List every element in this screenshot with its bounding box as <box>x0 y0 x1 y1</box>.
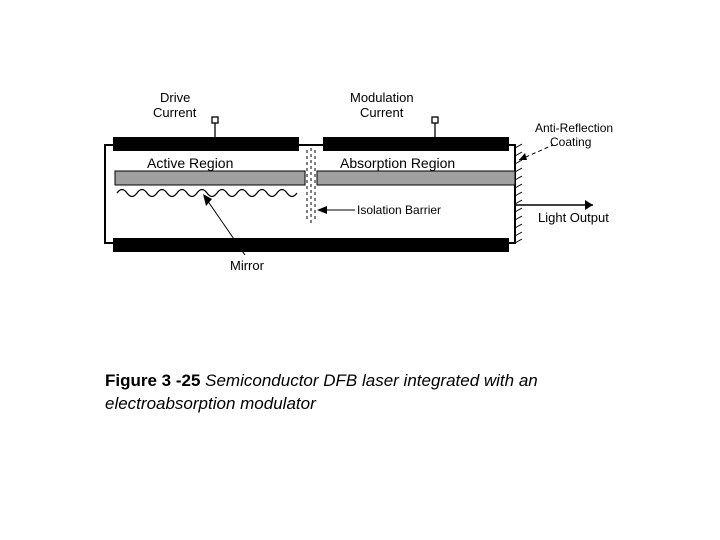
light-output-label: Light Output <box>538 210 609 225</box>
top-electrode-left <box>113 137 299 151</box>
modulation-current-pin <box>432 117 438 137</box>
mirror-label: Mirror <box>230 258 265 273</box>
light-output-arrow <box>515 200 593 210</box>
active-region-label: Active Region <box>147 155 233 171</box>
caption-label: Figure 3 -25 <box>105 371 205 390</box>
absorption-region-label: Absorption Region <box>340 155 455 171</box>
ar-coating-label-l2: Coating <box>550 135 591 149</box>
drive-current-label-l1: Drive <box>160 90 190 105</box>
ar-coating-label-l1: Anti-Reflection <box>535 121 613 135</box>
figure-caption: Figure 3 -25 Semiconductor DFB laser int… <box>105 370 585 416</box>
top-electrode-right <box>323 137 509 151</box>
isolation-barrier-label: Isolation Barrier <box>357 203 441 217</box>
drive-current-pin <box>212 117 218 137</box>
modulation-current-label-l1: Modulation <box>350 90 414 105</box>
ar-coating-arrowhead <box>519 153 527 160</box>
active-region-bar <box>115 171 305 185</box>
modulation-current-label-l2: Current <box>360 105 404 120</box>
drive-current-label-l2: Current <box>153 105 197 120</box>
absorption-region-bar <box>317 171 515 185</box>
bottom-electrode <box>113 238 509 252</box>
dfb-diagram: Drive Current Modulation Current Active … <box>95 90 625 310</box>
